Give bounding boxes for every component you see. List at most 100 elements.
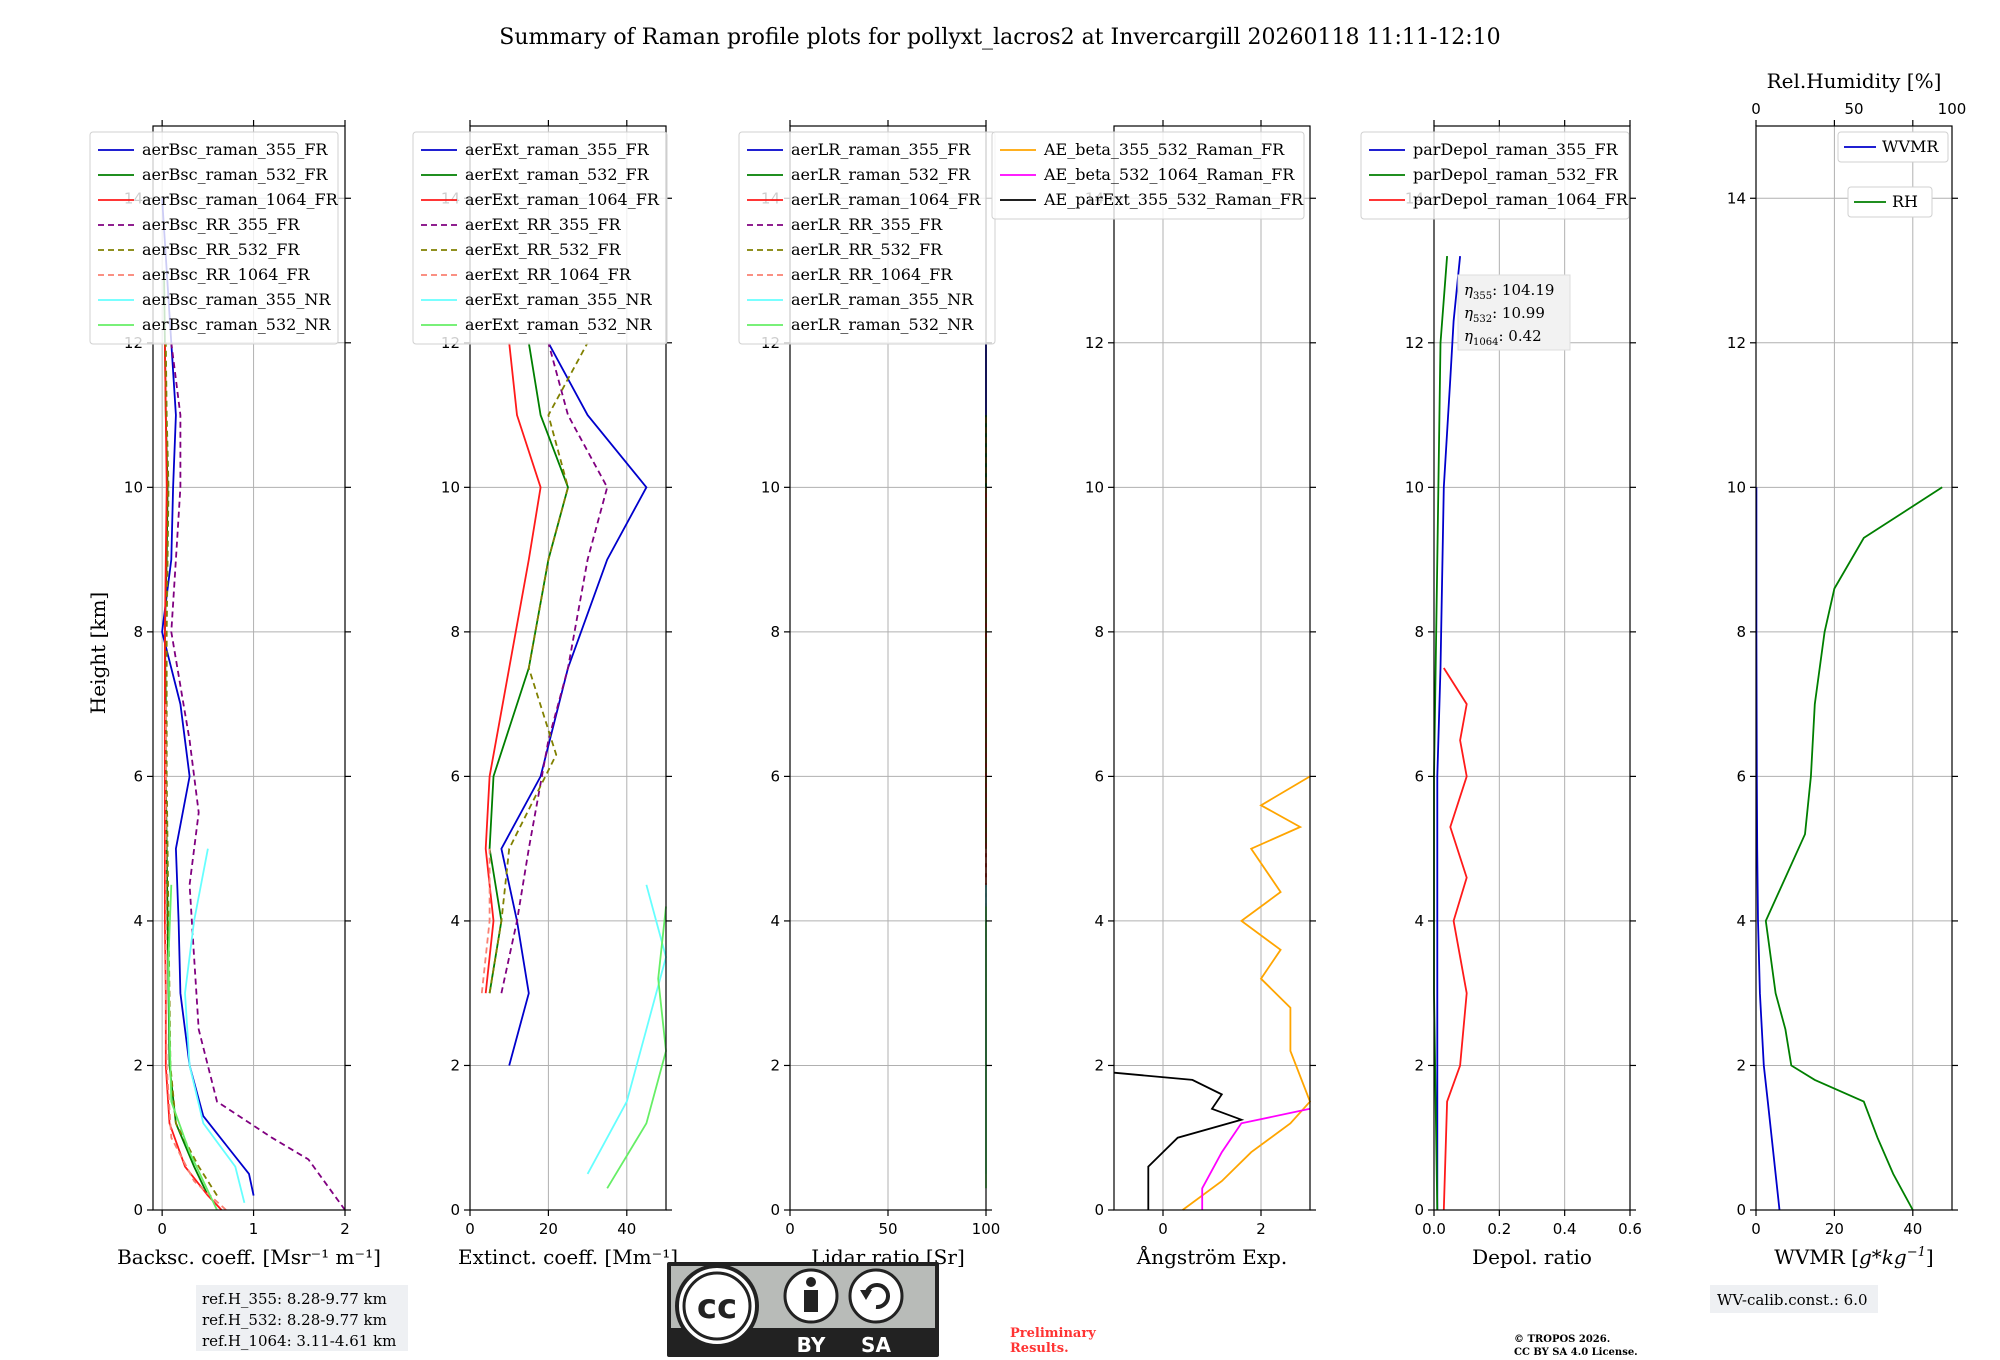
series-line-AE_beta_532_1064_Raman_FR bbox=[1201, 1107, 1311, 1210]
legend-entry: AE_beta_355_532_Raman_FR bbox=[1043, 140, 1285, 159]
series-line-parDepol_raman_1064_FR bbox=[1442, 667, 1468, 1211]
y-tick-label: 12 bbox=[1085, 334, 1104, 352]
legend-entry: aerBsc_raman_532_NR bbox=[142, 315, 331, 334]
x-tick-label: 100 bbox=[972, 1220, 1001, 1238]
y-tick-label: 2 bbox=[1736, 1056, 1746, 1074]
plot-frame bbox=[1433, 125, 1631, 1211]
top-tick-label: 100 bbox=[1938, 100, 1967, 118]
x-axis-label: WVMR [g*kg−1] bbox=[1774, 1245, 1933, 1269]
legend-RH: RH bbox=[1847, 186, 1933, 218]
x-tick-label: 1 bbox=[249, 1220, 259, 1238]
y-axis-label: Height [km] bbox=[86, 592, 110, 714]
y-tick-label: 4 bbox=[133, 912, 143, 930]
y-tick-label: 4 bbox=[1094, 912, 1104, 930]
legend: aerBsc_raman_355_FR aerBsc_raman_532_FRae… bbox=[89, 131, 339, 345]
eta-annotation: η355: 104.19 η532: 10.99 η1064: 0.42 bbox=[1457, 274, 1571, 351]
x-tick-label: 0.4 bbox=[1553, 1220, 1577, 1238]
panel-lidar-ratio: 02468101214050100Lidar ratio [Sr]aerLR_r… bbox=[738, 120, 1001, 1269]
legend-entry: aerExt_raman_532_FR bbox=[465, 165, 650, 184]
legend-entry: aerLR_raman_1064_FR bbox=[791, 190, 981, 209]
series-line-AE_parExt_355_532_Raman_FR bbox=[1113, 1071, 1245, 1210]
y-tick-label: 6 bbox=[1094, 767, 1104, 785]
cc-by-label: BY bbox=[797, 1333, 826, 1357]
y-tick-label: 6 bbox=[450, 767, 460, 785]
figure-title: Summary of Raman profile plots for polly… bbox=[499, 25, 1500, 50]
y-tick-label: 12 bbox=[1727, 334, 1746, 352]
series-line-aerBsc_raman_532_NR bbox=[167, 884, 218, 1211]
y-tick-label: 12 bbox=[1405, 334, 1424, 352]
reference-heights-box: ref.H_355: 8.28-9.77 km ref.H_532: 8.28-… bbox=[196, 1285, 408, 1351]
y-tick-label: 10 bbox=[441, 478, 460, 496]
wv-calib-text: WV-calib.const.: 6.0 bbox=[1717, 1291, 1868, 1309]
y-tick-label: 8 bbox=[133, 623, 143, 641]
eta-1064-label: η1064: 0.42 bbox=[1464, 327, 1542, 348]
series-line-aerBsc_RR_355_FR bbox=[170, 342, 346, 1211]
y-tick-label: 10 bbox=[1405, 478, 1424, 496]
series-line-AE_beta_355_532_Raman_FR bbox=[1182, 775, 1312, 1211]
eta-532-label: η532: 10.99 bbox=[1464, 304, 1545, 325]
legend-entry: WVMR bbox=[1882, 137, 1939, 156]
series-line-parDepol_raman_532_FR bbox=[1433, 256, 1448, 1211]
x-tick-label: 20 bbox=[1825, 1220, 1844, 1238]
legend-entry: aerExt_raman_532_NR bbox=[465, 315, 653, 334]
legend-entry: aerBsc_RR_532_FR bbox=[142, 240, 300, 259]
y-tick-label: 8 bbox=[770, 623, 780, 641]
legend: parDepol_raman_355_FR parDepol_raman_532_… bbox=[1360, 131, 1630, 220]
legend-entry: parDepol_raman_355_FR bbox=[1413, 140, 1619, 159]
y-tick-label: 6 bbox=[770, 767, 780, 785]
x-tick-label: 0.0 bbox=[1422, 1220, 1446, 1238]
legend-entry: aerExt_raman_355_FR bbox=[465, 140, 650, 159]
eta-532-value: 10.99 bbox=[1502, 304, 1545, 322]
panel-extinction: 0246810121402040Extinct. coeff. [Mm⁻¹]ae… bbox=[412, 120, 678, 1269]
x-tick-label: 0.2 bbox=[1487, 1220, 1511, 1238]
series-line-aerExt_raman_532_NR bbox=[606, 906, 667, 1189]
y-tick-label: 0 bbox=[133, 1201, 143, 1219]
y-tick-label: 0 bbox=[1414, 1201, 1424, 1219]
ref-h-1064: ref.H_1064: 3.11-4.61 km bbox=[202, 1332, 396, 1350]
panel-backscatter: 02468101214012Backsc. coeff. [Msr⁻¹ m⁻¹]… bbox=[86, 120, 381, 1269]
legend-entry: aerExt_RR_355_FR bbox=[465, 215, 622, 234]
series-line-aerExt_RR_355_FR bbox=[500, 342, 609, 994]
legend: aerExt_raman_355_FR aerExt_raman_532_FRae… bbox=[412, 131, 668, 345]
legend-entry: aerBsc_RR_1064_FR bbox=[142, 265, 311, 284]
x-tick-label: 0 bbox=[157, 1220, 167, 1238]
plot-frame bbox=[1113, 125, 1311, 1211]
legend-entry: aerBsc_raman_1064_FR bbox=[142, 190, 339, 209]
series-line-aerBsc_raman_355_NR bbox=[184, 848, 246, 1204]
y-tick-label: 6 bbox=[133, 767, 143, 785]
x-axis-label: Ångström Exp. bbox=[1136, 1244, 1287, 1269]
legend-entry: aerExt_RR_1064_FR bbox=[465, 265, 632, 284]
x-axis-label: Extinct. coeff. [Mm⁻¹] bbox=[458, 1245, 678, 1269]
x-tick-label: 0 bbox=[465, 1220, 475, 1238]
x-tick-label: 40 bbox=[1903, 1220, 1922, 1238]
y-tick-label: 10 bbox=[761, 478, 780, 496]
legend-entry: parDepol_raman_532_FR bbox=[1413, 165, 1619, 184]
legend-entry: aerLR_RR_1064_FR bbox=[791, 265, 953, 284]
y-tick-label: 8 bbox=[1094, 623, 1104, 641]
series-line-parDepol_raman_355_FR bbox=[1436, 256, 1461, 1210]
plot-frame bbox=[152, 125, 346, 1211]
legend-entry: aerLR_RR_355_FR bbox=[791, 215, 943, 234]
eta-1064-value: 0.42 bbox=[1508, 327, 1541, 345]
y-tick-label: 4 bbox=[450, 912, 460, 930]
wv-calib-box: WV-calib.const.: 6.0 bbox=[1710, 1285, 1878, 1313]
legend-entry: aerBsc_raman_355_NR bbox=[142, 290, 331, 309]
eta-355-value: 104.19 bbox=[1502, 281, 1555, 299]
series-line-aerBsc_raman_355_FR bbox=[161, 198, 255, 1196]
top-tick-label: 0 bbox=[1751, 100, 1761, 118]
x-tick-label: 2 bbox=[340, 1220, 350, 1238]
cc-sa-label: SA bbox=[861, 1333, 891, 1357]
y-tick-label: 8 bbox=[1736, 623, 1746, 641]
legend-entry: aerLR_RR_532_FR bbox=[791, 240, 943, 259]
ref-h-532: ref.H_532: 8.28-9.77 km bbox=[202, 1311, 387, 1329]
legend-entry: aerLR_raman_355_NR bbox=[791, 290, 974, 309]
y-tick-label: 6 bbox=[1736, 767, 1746, 785]
y-tick-label: 2 bbox=[770, 1056, 780, 1074]
legend-entry: aerLR_raman_532_NR bbox=[791, 315, 974, 334]
y-tick-label: 2 bbox=[1094, 1056, 1104, 1074]
x-tick-label: 0 bbox=[1158, 1220, 1168, 1238]
cc-by-sa-badge: cc BY SA bbox=[667, 1262, 939, 1357]
legend-entry: aerLR_raman_355_FR bbox=[791, 140, 971, 159]
panel-water-vapor: 0 2 4 6 8 10 12 14 0 20 40 WVMR [g*kg−1] 0 50 100 Rel.H… bbox=[1727, 69, 1966, 1269]
